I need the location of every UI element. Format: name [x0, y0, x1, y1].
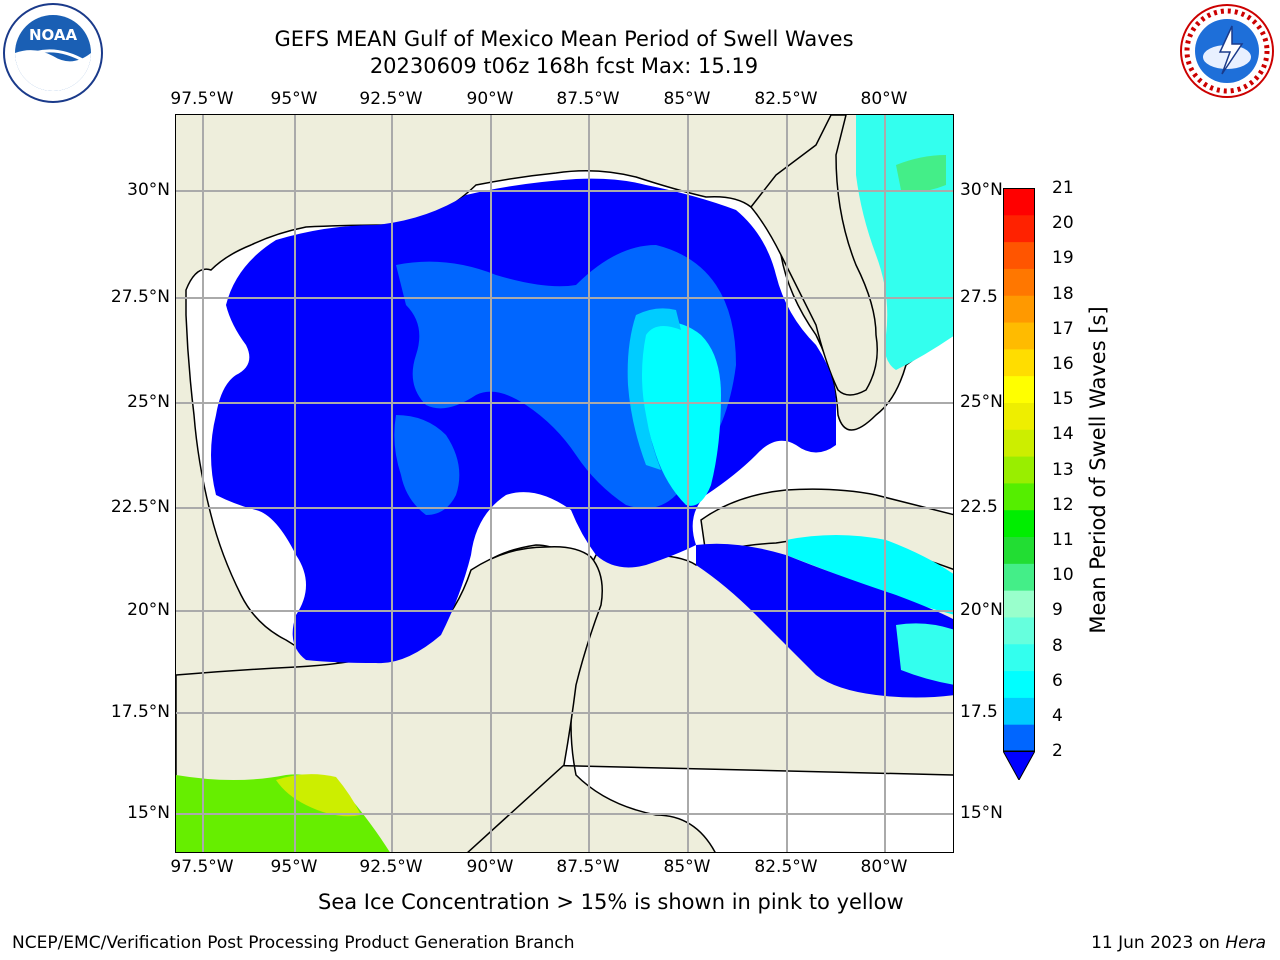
- swell-field-caribbean-cyan2: [896, 623, 953, 685]
- colorbar-segment: [1003, 643, 1035, 672]
- colorbar-segment: [1003, 241, 1035, 269]
- chart-subtitle: 20230609 t06z 168h fcst Max: 15.19: [369, 54, 759, 78]
- sea-ice-note: Sea Ice Concentration > 15% is shown in …: [318, 890, 904, 914]
- lon-tick-bottom: 85°W: [663, 857, 711, 877]
- lat-tick-left: 15°N: [127, 803, 170, 823]
- map-svg: [176, 115, 953, 852]
- colorbar-tick: 20: [1052, 213, 1074, 234]
- colorbar-extend-arrow: [1003, 750, 1035, 780]
- lat-tick-right: 22.5: [960, 497, 998, 517]
- lon-tick-top: 97.5°W: [170, 89, 234, 109]
- noaa-logo-text: NOAA: [29, 26, 78, 44]
- colorbar-segment: [1003, 724, 1035, 752]
- colorbar-frame: [1003, 188, 1035, 752]
- lat-tick-right: 20°N: [960, 600, 1003, 620]
- lon-tick-top: 92.5°W: [359, 89, 423, 109]
- noaa-logo: NOAA: [3, 3, 103, 103]
- footer-date: 11 Jun 2023 on Hera: [1091, 933, 1266, 953]
- lat-tick-right: 25°N: [960, 392, 1003, 412]
- colorbar-segment: [1003, 402, 1035, 430]
- colorbar-tick: 14: [1052, 424, 1074, 445]
- colorbar-segment: [1003, 429, 1035, 457]
- swell-field-cyan-core: [639, 321, 721, 506]
- colorbar-label: Mean Period of Swell Waves [s]: [1086, 306, 1110, 634]
- colorbar-tick: 6: [1052, 670, 1063, 691]
- graticule: [176, 115, 953, 852]
- swell-field-caribbean-blue: [696, 543, 953, 698]
- lon-tick-bottom: 90°W: [466, 857, 514, 877]
- lat-tick-left: 25°N: [127, 392, 170, 412]
- colorbar-segment: [1003, 590, 1035, 618]
- swell-field-pacific-yellowgreen: [276, 774, 361, 817]
- colorbar-segment: [1003, 375, 1035, 403]
- lat-tick-left: 20°N: [127, 600, 170, 620]
- colorbar-tick: 11: [1052, 530, 1074, 550]
- lat-tick-left: 27.5°N: [110, 287, 170, 307]
- lon-tick-bottom: 92.5°W: [359, 857, 423, 877]
- colorbar-segment: [1003, 214, 1035, 243]
- footer-branch: NCEP/EMC/Verification Post Processing Pr…: [12, 933, 575, 953]
- lat-tick-left: 22.5°N: [110, 497, 170, 517]
- colorbar-tick: 9: [1052, 600, 1063, 621]
- colorbar-segment: [1003, 616, 1035, 645]
- swell-field-caribbean: [786, 535, 953, 615]
- colorbar-segment: [1003, 509, 1035, 538]
- swell-field-mid-blue-west: [394, 415, 460, 515]
- colorbar-segment: [1003, 268, 1035, 296]
- map-frame: [175, 114, 954, 853]
- nws-logo: [1180, 4, 1274, 98]
- colorbar-segment: [1003, 697, 1035, 725]
- lon-tick-bottom: 82.5°W: [754, 857, 818, 877]
- colorbar-segment: [1003, 456, 1035, 484]
- lon-tick-top: 82.5°W: [754, 89, 818, 109]
- colorbar: [1003, 188, 1035, 780]
- lat-tick-left: 30°N: [127, 180, 170, 200]
- chart-title: GEFS MEAN Gulf of Mexico Mean Period of …: [274, 27, 854, 51]
- colorbar-tick: 15: [1052, 389, 1074, 410]
- colorbar-tick: 2: [1052, 741, 1063, 762]
- colorbar-segment: [1003, 670, 1035, 698]
- lat-tick-right: 27.5: [960, 287, 998, 307]
- colorbar-tick: 12: [1052, 494, 1074, 515]
- footer-host: Hera: [1225, 933, 1266, 953]
- colorbar-tick: 17: [1052, 318, 1074, 339]
- colorbar-tick: 16: [1052, 354, 1074, 374]
- colorbar-tick: 19: [1052, 248, 1074, 269]
- colorbar-tick: 10: [1052, 565, 1074, 586]
- colorbar-tick: 13: [1052, 459, 1074, 480]
- lon-tick-bottom: 97.5°W: [170, 857, 234, 877]
- colorbar-tick: 4: [1052, 706, 1063, 726]
- colorbar-tick: 8: [1052, 635, 1063, 656]
- lon-tick-top: 95°W: [270, 89, 318, 109]
- lon-tick-bottom: 87.5°W: [556, 857, 620, 877]
- colorbar-segment: [1003, 322, 1035, 350]
- swell-field-atlantic-green: [896, 155, 946, 192]
- colorbar-segment: [1003, 348, 1035, 377]
- florida-land: [750, 115, 878, 396]
- lon-tick-top: 85°W: [663, 89, 711, 109]
- colorbar-tick: 21: [1052, 178, 1074, 198]
- swell-field-cyan-halo: [627, 308, 681, 470]
- lon-tick-top: 80°W: [860, 89, 908, 109]
- lat-tick-right: 15°N: [960, 803, 1003, 823]
- lon-tick-top: 87.5°W: [556, 89, 620, 109]
- footer-date-text: 11 Jun 2023 on: [1091, 933, 1220, 953]
- lon-tick-top: 90°W: [466, 89, 514, 109]
- lat-tick-left: 17.5°N: [110, 702, 170, 722]
- colorbar-segment: [1003, 563, 1035, 591]
- lon-tick-bottom: 80°W: [860, 857, 908, 877]
- colorbar-segment: [1003, 536, 1035, 564]
- colorbar-tick: 18: [1052, 283, 1074, 304]
- lat-tick-right: 17.5: [960, 702, 998, 722]
- colorbar-segment: [1003, 482, 1035, 511]
- lon-tick-bottom: 95°W: [270, 857, 318, 877]
- colorbar-segment: [1003, 188, 1035, 216]
- lat-tick-right: 30°N: [960, 180, 1003, 200]
- colorbar-segment: [1003, 295, 1035, 323]
